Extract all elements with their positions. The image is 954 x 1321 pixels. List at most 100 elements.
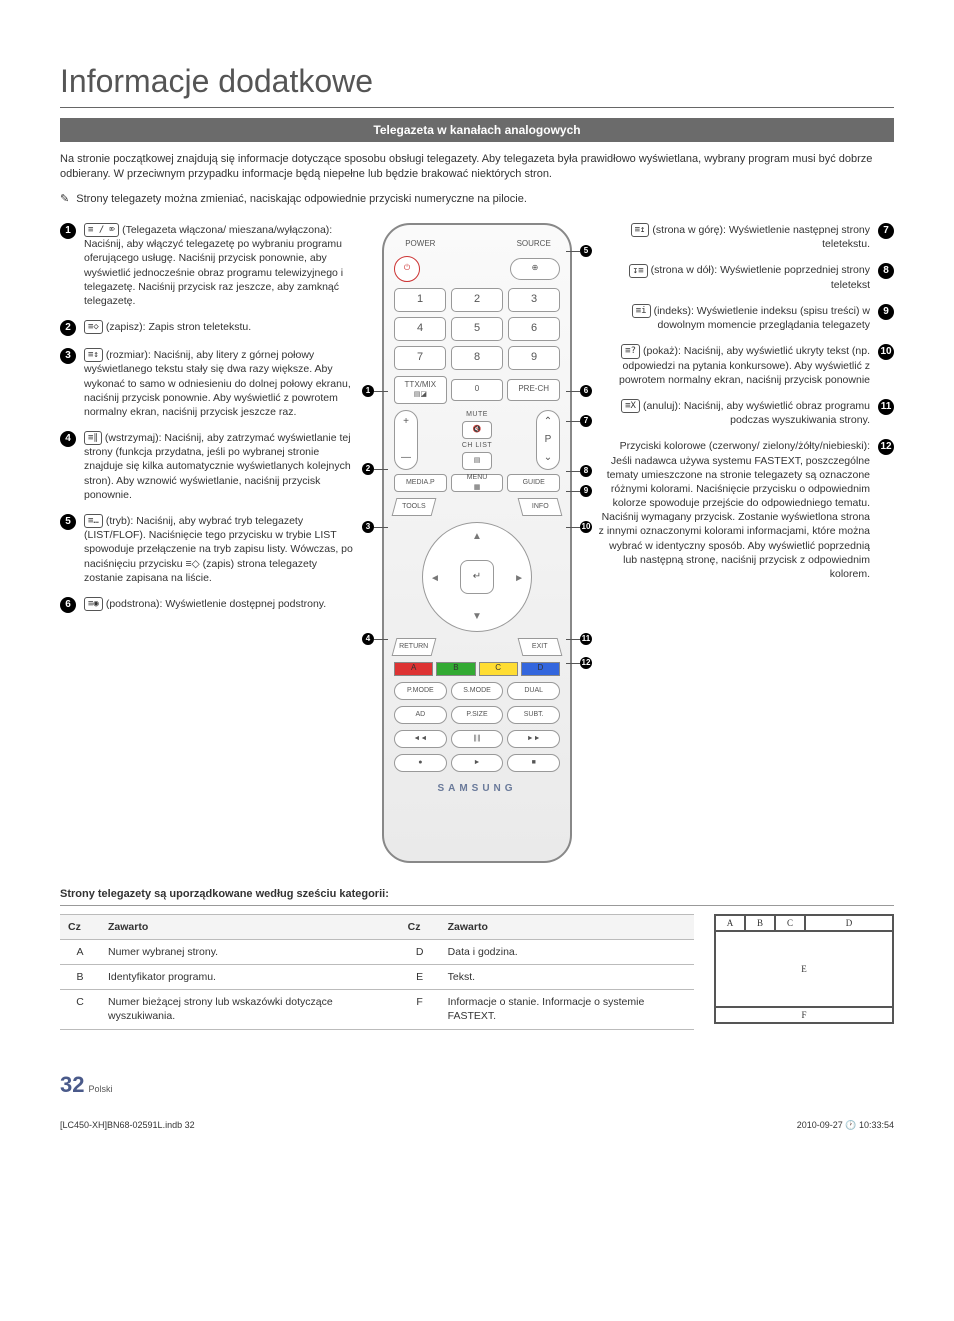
bullet-icon: 9 <box>878 304 894 320</box>
bullet-icon: 12 <box>878 439 894 455</box>
chlist-button[interactable]: ▤ <box>462 452 492 470</box>
callout-6: 6 <box>580 385 592 397</box>
intro-text: Na stronie początkowej znajdują się info… <box>60 152 894 182</box>
mode-button[interactable]: P.MODE <box>394 682 447 700</box>
mode-row-2: ADP.SIZESUBT. <box>394 706 560 724</box>
table-cell: C <box>60 990 100 1029</box>
ttxmix-button[interactable]: TTX/MIX ▤◪ <box>394 376 447 404</box>
guide-button[interactable]: GUIDE <box>507 474 560 492</box>
volume-rocker[interactable]: +— <box>394 410 418 470</box>
transport-button[interactable]: ● <box>394 754 447 772</box>
tools-button[interactable]: TOOLS <box>392 498 437 516</box>
transport-button[interactable]: ■ <box>507 754 560 772</box>
zero-button[interactable]: 0 <box>451 379 504 401</box>
layout-seg-f: F <box>715 1007 893 1023</box>
teletext-layout-diagram: A B C D E F <box>714 914 894 1024</box>
desc-body: ≡ / ⌦(Telegazeta włączona/ mieszana/wyłą… <box>84 223 358 308</box>
transport-button[interactable]: ◄◄ <box>394 730 447 748</box>
color-b-button[interactable]: B <box>436 662 475 676</box>
desc-label: (wstrzymaj): <box>105 432 162 444</box>
chlist-label: CH LIST <box>422 441 532 450</box>
key-icon: ≡… <box>84 514 103 528</box>
transport-row-2: ●►■ <box>394 754 560 772</box>
desc-item-10: 10≡?(pokaż): Naciśnij, aby wyświetlić uk… <box>596 344 894 387</box>
return-button[interactable]: RETURN <box>392 638 437 656</box>
num-7-button[interactable]: 7 <box>394 346 446 370</box>
callout-3: 3 <box>362 521 374 533</box>
desc-label: (rozmiar): <box>106 349 151 361</box>
table-row: CNumer bieżącej strony lub wskazówki dot… <box>60 990 694 1029</box>
info-button[interactable]: INFO <box>518 498 563 516</box>
mode-button[interactable]: S.MODE <box>451 682 504 700</box>
desc-text: Wyświetlenie dostępnej podstrony. <box>165 598 326 610</box>
right-column: 7≡↥(strona w górę): Wyświetlenie następn… <box>596 223 894 863</box>
table-header: Zawarto <box>100 914 400 939</box>
mute-button[interactable]: 🔇 <box>462 421 492 439</box>
key-icon: ≡◇ <box>84 320 103 334</box>
note-line: ✎ Strony telegazety można zmieniać, naci… <box>60 192 894 207</box>
num-3-button[interactable]: 3 <box>508 288 560 312</box>
prech-button[interactable]: PRE-CH <box>507 379 560 401</box>
color-buttons-row: ABCD <box>394 662 560 676</box>
key-icon: ≡ / ⌦ <box>84 223 119 237</box>
bullet-icon: 8 <box>878 263 894 279</box>
table-header: Zawarto <box>440 914 694 939</box>
table-header: Cz <box>400 914 440 939</box>
layout-seg-c: C <box>775 915 805 931</box>
color-a-button[interactable]: A <box>394 662 433 676</box>
bullet-icon: 3 <box>60 348 76 364</box>
mute-label: MUTE <box>422 410 532 419</box>
mode-button[interactable]: AD <box>394 706 447 724</box>
bullet-icon: 10 <box>878 344 894 360</box>
numpad: 123 456 789 <box>394 288 560 370</box>
channel-rocker[interactable]: ⌃P⌄ <box>536 410 560 470</box>
mode-button[interactable]: DUAL <box>507 682 560 700</box>
desc-label: (anuluj): <box>643 400 681 412</box>
mode-button[interactable]: SUBT. <box>507 706 560 724</box>
power-button[interactable]: ⏻ <box>394 256 420 282</box>
desc-label: (podstrona): <box>106 598 163 610</box>
callout-8: 8 <box>580 465 592 477</box>
bullet-icon: 11 <box>878 399 894 415</box>
dpad[interactable]: ▲▼ ◄► ↵ <box>422 522 532 632</box>
desc-label: (tryb): <box>106 515 133 527</box>
num-6-button[interactable]: 6 <box>508 317 560 341</box>
mode-button[interactable]: P.SIZE <box>451 706 504 724</box>
desc-body: ≡X(anuluj): Naciśnij, aby wyświetlić obr… <box>596 399 870 427</box>
transport-button[interactable]: ► <box>451 754 504 772</box>
mediap-button[interactable]: MEDIA.P <box>394 474 447 492</box>
page-title: Informacje dodatkowe <box>60 60 894 108</box>
enter-button[interactable]: ↵ <box>460 560 494 594</box>
callout-4: 4 <box>362 633 374 645</box>
table-cell: D <box>400 939 440 964</box>
num-1-button[interactable]: 1 <box>394 288 446 312</box>
source-button[interactable]: ⊕ <box>510 258 560 280</box>
desc-body: Przyciski kolorowe (czerwony/ zielony/żó… <box>596 439 870 581</box>
menu-button[interactable]: MENU▦ <box>451 474 504 492</box>
num-2-button[interactable]: 2 <box>451 288 503 312</box>
footer-timestamp: 2010-09-27 🕐 10:33:54 <box>797 1119 894 1131</box>
desc-label: (strona w górę): <box>652 224 726 236</box>
num-4-button[interactable]: 4 <box>394 317 446 341</box>
desc-label: (zapisz): <box>106 321 146 333</box>
num-5-button[interactable]: 5 <box>451 317 503 341</box>
color-c-button[interactable]: C <box>479 662 518 676</box>
bullet-icon: 6 <box>60 597 76 613</box>
num-8-button[interactable]: 8 <box>451 346 503 370</box>
transport-button[interactable]: ►► <box>507 730 560 748</box>
mode-row-1: P.MODES.MODEDUAL <box>394 682 560 700</box>
transport-button[interactable]: ∥∥ <box>451 730 504 748</box>
layout-seg-e: E <box>715 931 893 1007</box>
table-cell: Data i godzina. <box>440 939 694 964</box>
table-row: ANumer wybranej strony.DData i godzina. <box>60 939 694 964</box>
desc-text: Wyświetlenie poprzedniej strony teleteks… <box>720 264 870 290</box>
desc-label: (strona w dół): <box>651 264 718 276</box>
transport-row-1: ◄◄∥∥►► <box>394 730 560 748</box>
desc-item-4: 4≡∥(wstrzymaj): Naciśnij, aby zatrzymać … <box>60 431 358 502</box>
exit-button[interactable]: EXIT <box>518 638 563 656</box>
num-9-button[interactable]: 9 <box>508 346 560 370</box>
color-d-button[interactable]: D <box>521 662 560 676</box>
desc-text: Jeśli nadawca używa systemu FASTEXT, pos… <box>599 455 870 580</box>
table-cell: F <box>400 990 440 1029</box>
desc-item-6: 6≡◉(podstrona): Wyświetlenie dostępnej p… <box>60 597 358 613</box>
